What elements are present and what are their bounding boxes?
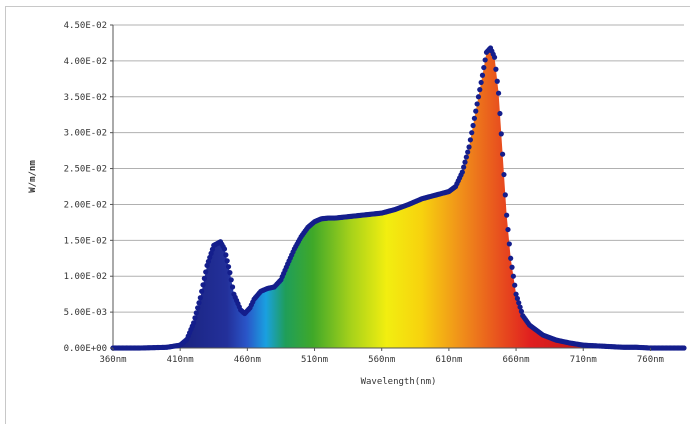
- data-point: [469, 130, 475, 136]
- data-point: [479, 72, 486, 78]
- data-point: [475, 94, 482, 100]
- y-tick-label: 2.50E-02: [64, 165, 107, 175]
- y-tick-label: 1.00E-02: [64, 272, 107, 282]
- data-point: [197, 295, 203, 301]
- data-point: [516, 300, 522, 306]
- data-point: [465, 149, 471, 155]
- spectrum-fill: [113, 47, 684, 348]
- x-tick-label: 360nm: [99, 355, 126, 365]
- data-point: [501, 171, 507, 178]
- data-point: [474, 101, 480, 107]
- data-point: [506, 241, 512, 247]
- x-tick-label: 610nm: [435, 355, 462, 365]
- y-tick-label: 3.00E-02: [64, 129, 107, 139]
- data-point: [224, 258, 230, 264]
- data-point: [473, 108, 479, 114]
- data-point: [229, 284, 236, 290]
- data-points: [110, 45, 687, 351]
- data-point: [502, 192, 508, 198]
- data-point: [510, 273, 516, 279]
- x-tick-label: 510nm: [301, 355, 328, 365]
- data-point: [504, 212, 510, 218]
- data-point: [196, 300, 202, 306]
- data-point: [512, 282, 518, 288]
- y-tick-label: 1.50E-02: [64, 236, 107, 246]
- data-point: [493, 66, 499, 72]
- data-point: [518, 308, 525, 314]
- x-tick-label: 710nm: [570, 355, 597, 365]
- data-point: [201, 275, 207, 281]
- data-point: [228, 277, 234, 283]
- data-point: [205, 258, 211, 265]
- data-point: [227, 270, 233, 276]
- data-point: [513, 291, 519, 297]
- x-tick-label: 660nm: [503, 355, 530, 365]
- data-point: [208, 250, 214, 256]
- data-point: [509, 264, 515, 270]
- y-tick-label: 4.00E-02: [64, 57, 107, 67]
- data-point: [221, 246, 228, 252]
- data-point: [199, 288, 205, 294]
- y-tick-label: 5.00E-03: [64, 308, 107, 318]
- y-tick-label: 3.50E-02: [64, 93, 107, 103]
- data-point: [491, 54, 498, 60]
- data-point: [462, 159, 468, 165]
- data-point: [498, 131, 504, 137]
- data-point: [477, 87, 483, 93]
- data-point: [192, 315, 198, 321]
- y-tick-labels: 0.00E+00 5.00E-03 1.00E-02 1.50E-02 2.00E-02…: [64, 21, 113, 354]
- x-tick-label: 410nm: [167, 355, 194, 365]
- data-point: [195, 305, 201, 311]
- x-tick-labels: 360nm 410nm 460nm 510nm 560nm 610nm 660nm 710nm…: [99, 348, 664, 365]
- data-point: [225, 264, 232, 270]
- data-point: [203, 269, 209, 275]
- x-tick-label: 560nm: [368, 355, 395, 365]
- data-point: [514, 295, 520, 302]
- data-point: [481, 64, 487, 71]
- data-point: [497, 110, 503, 117]
- data-point: [193, 310, 199, 316]
- data-point: [207, 254, 213, 261]
- data-point: [223, 252, 229, 258]
- x-tick-label: 760nm: [637, 355, 664, 365]
- data-point: [470, 122, 476, 129]
- data-point: [681, 345, 687, 351]
- data-point: [459, 169, 465, 175]
- data-point: [494, 78, 500, 84]
- spectrum-area: [113, 47, 684, 348]
- data-point: [482, 57, 488, 63]
- data-point: [191, 320, 197, 326]
- data-point: [495, 90, 502, 96]
- chart-frame: 0.00E+00 5.00E-03 1.00E-02 1.50E-02 2.00E-02…: [5, 6, 690, 424]
- data-point: [466, 144, 472, 150]
- data-point: [505, 226, 511, 233]
- data-point: [209, 246, 216, 252]
- data-point: [204, 262, 210, 269]
- y-tick-label: 4.50E-02: [64, 21, 107, 31]
- data-point: [478, 79, 484, 86]
- x-tick-label: 460nm: [234, 355, 261, 365]
- data-point: [200, 282, 206, 288]
- data-point: [517, 304, 523, 310]
- x-axis-label: Wavelength(nm): [361, 377, 437, 387]
- data-point: [508, 255, 514, 261]
- data-point: [463, 154, 469, 160]
- data-point: [461, 164, 467, 170]
- y-tick-label: 2.00E-02: [64, 200, 107, 210]
- y-axis-label: W/m/nm: [28, 160, 38, 193]
- data-point: [471, 115, 478, 121]
- data-point: [500, 151, 506, 157]
- data-point: [467, 137, 473, 143]
- y-tick-label: 0.00E+00: [64, 344, 107, 354]
- spectrum-chart: 0.00E+00 5.00E-03 1.00E-02 1.50E-02 2.00E-02…: [28, 21, 687, 387]
